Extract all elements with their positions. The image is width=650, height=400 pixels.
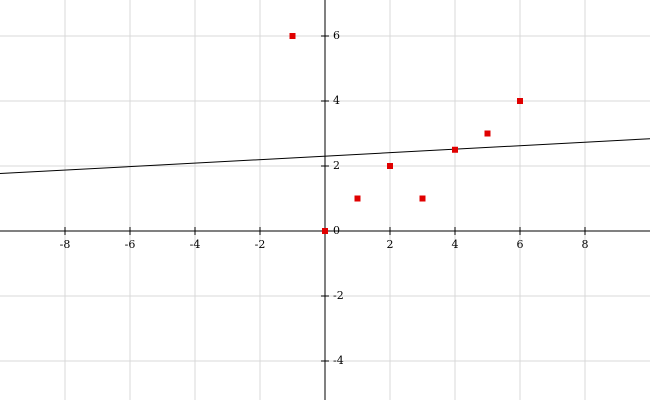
x-tick-label: 2 (387, 238, 394, 251)
x-tick-label: -8 (60, 238, 71, 251)
x-tick-label: -2 (255, 238, 266, 251)
point (452, 146, 458, 153)
y-tick-label: 6 (333, 29, 340, 42)
trend-line (0, 138, 650, 175)
y-tick-label: -4 (333, 354, 344, 367)
point (354, 195, 361, 202)
x-tick-label: 8 (582, 238, 589, 251)
x-tick-label: 6 (517, 238, 524, 251)
y-tick-label: 2 (333, 159, 340, 172)
y-tick-label: 4 (333, 94, 340, 107)
x-tick-label: -4 (190, 238, 201, 251)
y-tick-label: -2 (333, 289, 344, 302)
point (387, 163, 393, 170)
x-tick-label: 4 (452, 238, 459, 251)
point (322, 228, 328, 235)
point (419, 195, 426, 202)
point (484, 130, 491, 137)
point (289, 33, 296, 40)
point (517, 98, 523, 105)
y-tick-label: 0 (333, 224, 340, 237)
x-tick-label: -6 (125, 238, 136, 251)
